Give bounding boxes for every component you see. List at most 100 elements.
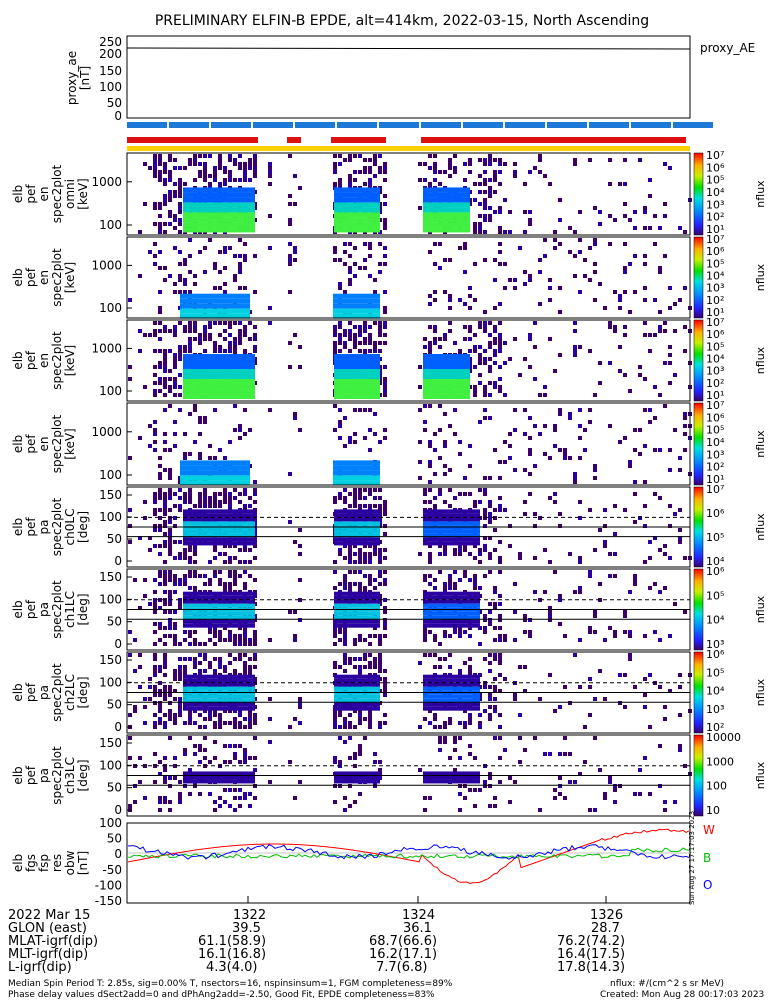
spectrogram-core <box>423 509 480 514</box>
spectrogram-cell <box>243 760 247 764</box>
spectrogram-cell <box>448 174 452 178</box>
spectrogram-cell <box>133 709 137 713</box>
spectrogram-cell <box>368 574 372 578</box>
spectrogram-cell <box>478 190 482 194</box>
spectrogram-cell <box>198 250 202 254</box>
spectrogram-cell <box>183 432 187 436</box>
spectrogram-cell <box>488 661 492 665</box>
spectrogram-cell <box>458 630 462 634</box>
spectrogram-cell <box>173 638 177 642</box>
spectrogram-cell <box>658 310 662 314</box>
spectrogram-cell <box>233 582 237 586</box>
spectrogram-cell <box>633 578 637 582</box>
y-tick-label: 50 <box>107 781 122 795</box>
spectrogram-cell <box>458 578 462 582</box>
spectrogram-cell <box>478 420 482 424</box>
spectrogram-cell <box>138 230 142 234</box>
spectrogram-cell <box>623 158 627 162</box>
proxy-ae-line <box>126 47 691 50</box>
spectrogram-core <box>183 364 255 370</box>
spectrogram-cell <box>488 804 492 808</box>
spectrogram-cell <box>613 788 617 792</box>
spectrogram-core <box>334 537 380 542</box>
spectrogram-cell <box>573 472 577 476</box>
spectrogram-cell <box>593 808 597 812</box>
spectrogram-cell <box>153 393 157 397</box>
spectrogram-cell <box>208 626 212 630</box>
spectrogram-cell <box>433 496 437 500</box>
spectrogram-cell <box>188 630 192 634</box>
spectrogram-cell <box>163 602 167 606</box>
spectrogram-cell <box>153 440 157 444</box>
spectrogram-cell <box>498 713 502 717</box>
spectrogram-cell <box>153 665 157 669</box>
spectrogram-cell <box>473 756 477 760</box>
spectrogram-cell <box>488 622 492 626</box>
spectrogram-cell <box>193 657 197 661</box>
spectrogram-cell <box>168 492 172 496</box>
status-bar-blue-segment <box>253 122 293 128</box>
spectrogram-cell <box>473 504 477 508</box>
panel-frame <box>126 152 691 236</box>
y-axis-label: elb pef pa spec2plot ch3LC [deg] <box>11 746 90 805</box>
spectrogram-cell <box>153 544 157 548</box>
spectrogram-cell <box>203 270 207 274</box>
spectrogram-cell <box>338 182 342 186</box>
spectrogram-cell <box>353 337 357 341</box>
spectrogram-cell <box>643 705 647 709</box>
spectrogram-cell <box>193 630 197 634</box>
spectrogram-cell <box>153 262 157 266</box>
spectrogram-core <box>423 694 480 699</box>
spectrogram-cell <box>143 500 147 504</box>
spectrogram-cell <box>483 548 487 552</box>
spectrogram-cell <box>238 162 242 166</box>
spectrogram-cell <box>678 536 682 540</box>
spectrogram-cell <box>188 548 192 552</box>
spectrogram-cell <box>373 321 377 325</box>
spectrogram-cell <box>183 556 187 560</box>
spectrogram-cell <box>368 717 372 721</box>
spectrogram-cell <box>348 436 352 440</box>
spectrogram-cell <box>558 784 562 788</box>
spectrogram-cell <box>208 638 212 642</box>
spectrogram-cell <box>198 713 202 717</box>
spectrogram-cell <box>348 333 352 337</box>
spectrogram-cell <box>428 544 432 548</box>
spectrogram-cell <box>333 760 337 764</box>
spectrogram-cell <box>138 536 142 540</box>
spectrogram-cell <box>683 349 687 353</box>
colorbar-label-text: nflux <box>754 595 767 623</box>
spectrogram-cell <box>358 748 362 752</box>
spectrogram-cell <box>158 361 162 365</box>
spectrogram-core <box>183 359 255 365</box>
spectrogram-cell <box>223 560 227 564</box>
spectrogram-cell <box>643 210 647 214</box>
spectrogram-cell <box>163 194 167 198</box>
spectrogram-cell <box>493 329 497 333</box>
spectrogram-cell <box>233 744 237 748</box>
spectrogram-cell <box>433 162 437 166</box>
spectrogram-cell <box>378 661 382 665</box>
spectrogram-cell <box>573 254 577 258</box>
spectrogram-cell <box>378 548 382 552</box>
spectrogram-cell <box>583 725 587 729</box>
spectrogram-cell <box>383 306 387 310</box>
status-bar-blue-segment <box>379 122 419 128</box>
spectrogram-cell <box>598 768 602 772</box>
spectrogram-cell <box>233 341 237 345</box>
spectrogram-cell <box>548 456 552 460</box>
spectrogram-cell <box>543 752 547 756</box>
spectrogram-cell <box>243 748 247 752</box>
spectrogram-cell <box>578 290 582 294</box>
spectrogram-cell <box>528 218 532 222</box>
spectrogram-cell <box>138 653 142 657</box>
spectrogram-cell <box>448 665 452 669</box>
spectrogram-cell <box>178 230 182 234</box>
colorbar-tick: 10⁶ <box>706 161 725 174</box>
spectrogram-cell <box>478 345 482 349</box>
spectrogram-cell <box>488 685 492 689</box>
spectrogram-cell <box>178 202 182 206</box>
spectrogram-cell <box>128 524 132 528</box>
